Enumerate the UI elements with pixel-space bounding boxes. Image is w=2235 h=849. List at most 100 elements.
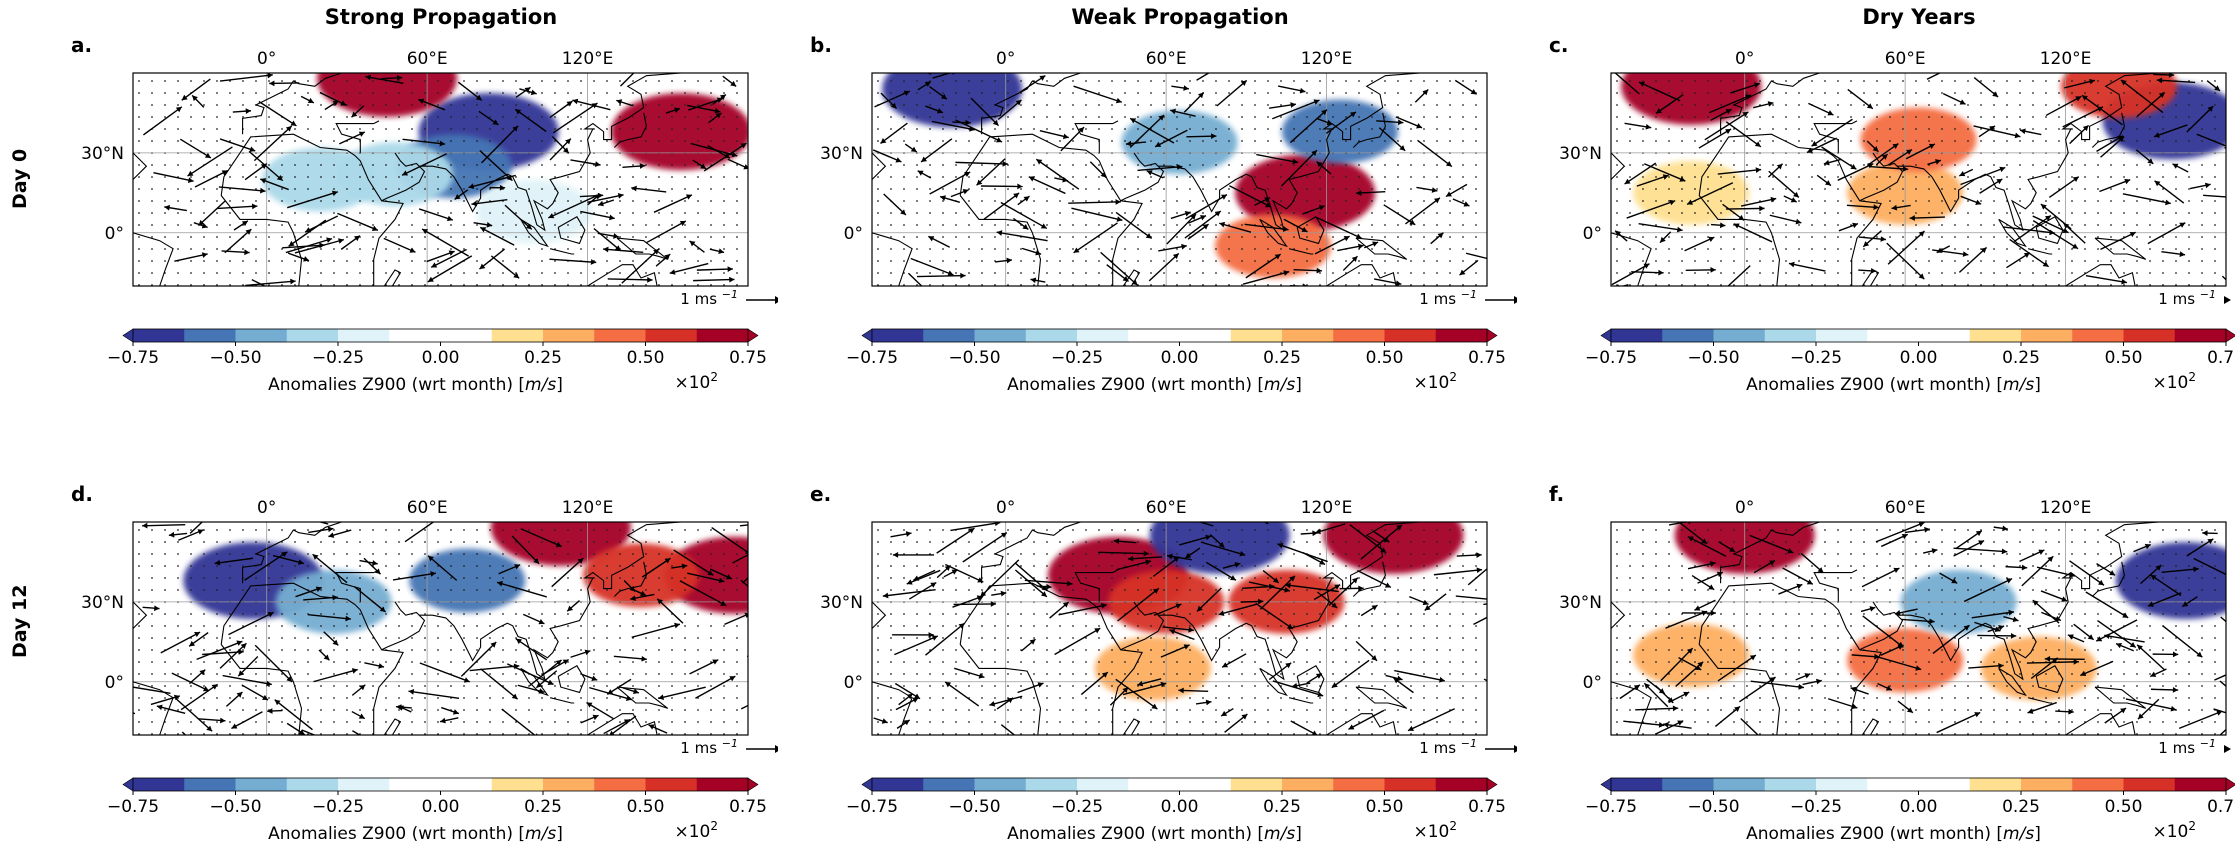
stipple-dot — [359, 104, 361, 106]
wind-vector-head — [1928, 143, 1935, 149]
stipple-dot — [489, 176, 491, 178]
wind-vector-head — [1321, 109, 1328, 116]
wind-vector — [572, 99, 611, 111]
wind-vector-head — [260, 178, 267, 184]
stipple-dot — [489, 188, 491, 190]
stipple-dot — [723, 613, 725, 615]
map-frame — [871, 72, 1488, 287]
stipple-dot — [333, 92, 335, 94]
stipple-dot — [697, 212, 699, 214]
coastline — [2027, 248, 2053, 255]
wind-vector — [1073, 85, 1123, 103]
stipple-dot — [619, 553, 621, 555]
stipple-dot — [968, 613, 970, 615]
stipple-dot — [1280, 625, 1282, 627]
stipple-dot — [1098, 272, 1100, 274]
stipple-dot — [2149, 248, 2151, 250]
stipple-dot — [320, 272, 322, 274]
wind-vector-head — [1992, 91, 1999, 97]
wind-vector-head — [396, 74, 403, 81]
stipple-dot — [2110, 104, 2112, 106]
stipple-dot — [1707, 212, 1709, 214]
stipple-dot — [1928, 200, 1930, 202]
stipple-dot — [138, 236, 140, 238]
stipple-dot — [2123, 212, 2125, 214]
stipple-dot — [268, 200, 270, 202]
wind-vector — [408, 690, 460, 700]
stipple-dot — [203, 541, 205, 543]
stipple-dot — [1850, 200, 1852, 202]
stipple-dot — [1280, 541, 1282, 543]
stipple-dot — [606, 164, 608, 166]
wind-vector — [1115, 211, 1153, 240]
anomaly-patch — [317, 73, 458, 117]
stipple-dot — [1902, 80, 1904, 82]
stipple-dot — [929, 104, 931, 106]
wind-vector-head — [1959, 170, 1966, 177]
wind-vector — [551, 557, 584, 588]
stipple-dot — [1423, 140, 1425, 142]
wind-vector — [910, 257, 954, 276]
stipple-dot — [1384, 80, 1386, 82]
stipple-dot — [955, 637, 957, 639]
stipple-dot — [671, 541, 673, 543]
stipple-dot — [1163, 589, 1165, 591]
stipple-dot — [697, 721, 699, 723]
stipple-dot — [229, 116, 231, 118]
stipple-dot — [424, 236, 426, 238]
stipple-dot — [890, 140, 892, 142]
stipple-dot — [372, 673, 374, 675]
stipple-dot — [697, 128, 699, 130]
stipple-dot — [632, 128, 634, 130]
stipple-dot — [1163, 529, 1165, 531]
wind-vector-head — [2044, 215, 2051, 221]
stipple-dot — [1798, 128, 1800, 130]
wind-vector — [631, 187, 667, 193]
stipple-dot — [554, 661, 556, 663]
stipple-dot — [1811, 128, 1813, 130]
wind-vector-head — [647, 276, 653, 283]
wind-vector-head — [187, 170, 194, 177]
stipple-dot — [1436, 541, 1438, 543]
stipple-dot — [515, 248, 517, 250]
stipple-dot — [2201, 224, 2203, 226]
stipple-dot — [877, 248, 879, 250]
stipple-dot — [346, 709, 348, 711]
stipple-dot — [903, 529, 905, 531]
stipple-dot — [710, 553, 712, 555]
stipple-dot — [877, 140, 879, 142]
stipple-dot — [671, 92, 673, 94]
stipple-dot — [916, 188, 918, 190]
stipple-dot — [916, 104, 918, 106]
stipple-dot — [1449, 553, 1451, 555]
stipple-dot — [1254, 176, 1256, 178]
wind-vector-head — [290, 278, 296, 285]
stipple-dot — [1824, 104, 1826, 106]
stipple-dot — [916, 541, 918, 543]
stipple-dot — [1098, 541, 1100, 543]
stipple-dot — [1915, 212, 1917, 214]
wind-vector — [430, 248, 467, 268]
colorbar-tick-label: 0.00 — [422, 348, 460, 368]
stipple-dot — [2058, 272, 2060, 274]
stipple-dot — [346, 188, 348, 190]
wind-vector-head — [1349, 111, 1356, 118]
stipple-dot — [1397, 188, 1399, 190]
stipple-dot — [424, 248, 426, 250]
stipple-dot — [1306, 577, 1308, 579]
wind-vector — [171, 672, 210, 692]
wind-vector — [514, 108, 547, 133]
colorbar-bin — [440, 778, 493, 791]
stipple-dot — [1111, 140, 1113, 142]
stipple-dot — [1046, 176, 1048, 178]
stipple-dot — [1980, 188, 1982, 190]
stipple-dot — [1319, 541, 1321, 543]
stipple-dot — [1007, 589, 1009, 591]
stipple-dot — [177, 709, 179, 711]
stipple-dot — [723, 529, 725, 531]
stipple-dot — [502, 613, 504, 615]
wind-vector-head — [338, 238, 344, 244]
wind-vector-head — [750, 701, 756, 706]
stipple-dot — [372, 613, 374, 615]
wind-vector-head — [2097, 106, 2104, 112]
